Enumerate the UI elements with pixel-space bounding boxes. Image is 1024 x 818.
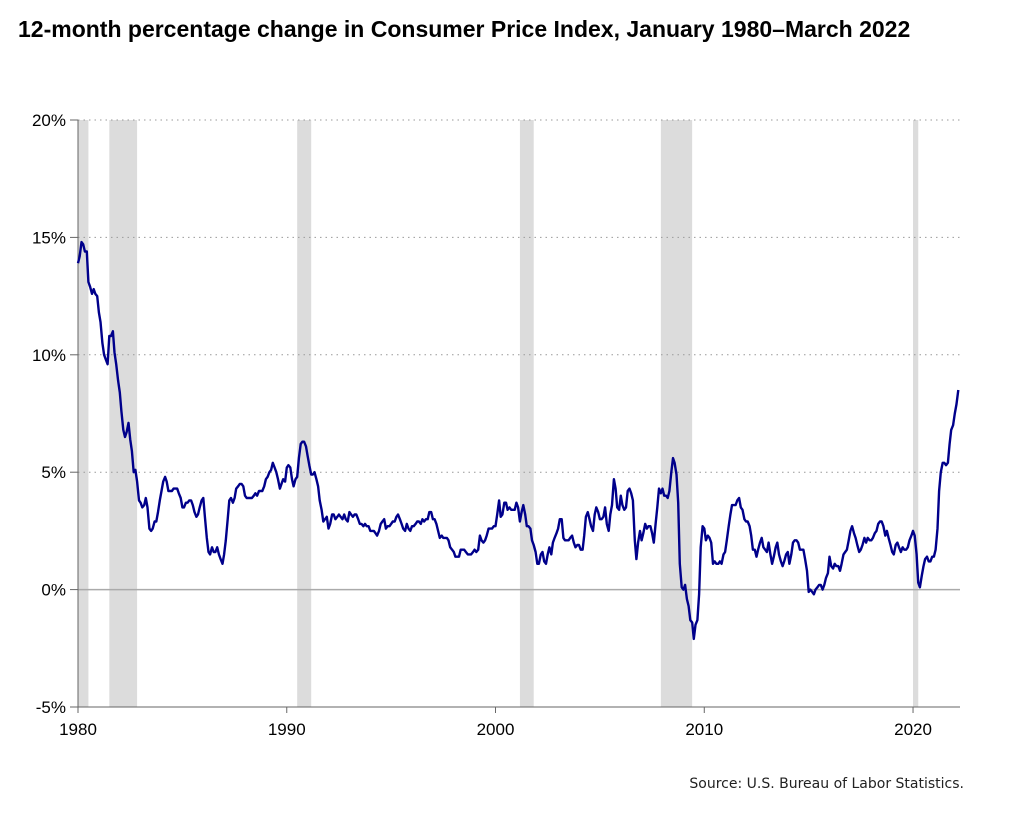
series-line-cpi-change [76,240,960,641]
axes [77,120,960,708]
x-tick-label-3: 2010 [685,720,723,739]
y-tick-label-3: 10% [32,346,66,365]
x-tick-label-0: 1980 [59,720,97,739]
chart-title: 12-month percentage change in Consumer P… [18,16,911,42]
series-group [76,240,960,641]
y-tick-label-4: 15% [32,228,66,247]
recession-band-1 [109,120,138,707]
x-tick-label-4: 2020 [894,720,932,739]
recession-band-4 [660,120,693,707]
recession-band-5 [913,120,919,707]
recession-shading-group [78,120,919,707]
x-tick-label-1: 1990 [268,720,306,739]
recession-band-2 [297,120,312,707]
x-tick-label-2: 2000 [477,720,515,739]
recession-band-0 [78,120,89,707]
source-note: Source: U.S. Bureau of Labor Statistics. [689,776,964,792]
y-tick-label-5: 20% [32,111,66,130]
tick-labels: -5% 0% 5% 10% 15% 20% 1980 1990 2000 2010 2020 [32,111,932,739]
y-tick-label-0: -5% [36,698,66,717]
gridlines [78,119,960,591]
y-tick-label-2: 5% [41,463,66,482]
y-tick-label-1: 0% [41,581,66,600]
recession-band-3 [519,120,534,707]
